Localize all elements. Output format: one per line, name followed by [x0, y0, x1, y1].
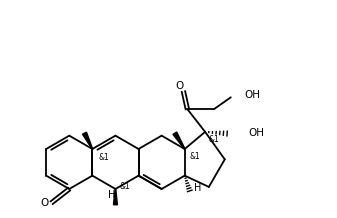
- Text: OH: OH: [245, 90, 261, 100]
- Text: O: O: [175, 82, 184, 91]
- Polygon shape: [83, 132, 93, 149]
- Text: OH: OH: [249, 128, 265, 138]
- Text: &1: &1: [98, 153, 109, 162]
- Text: H: H: [194, 184, 201, 193]
- Text: &1: &1: [208, 135, 219, 144]
- Text: H: H: [108, 190, 115, 200]
- Text: &1: &1: [190, 152, 201, 161]
- Polygon shape: [114, 189, 117, 205]
- Text: &1: &1: [119, 182, 130, 191]
- Polygon shape: [173, 132, 185, 149]
- Text: O: O: [40, 198, 49, 208]
